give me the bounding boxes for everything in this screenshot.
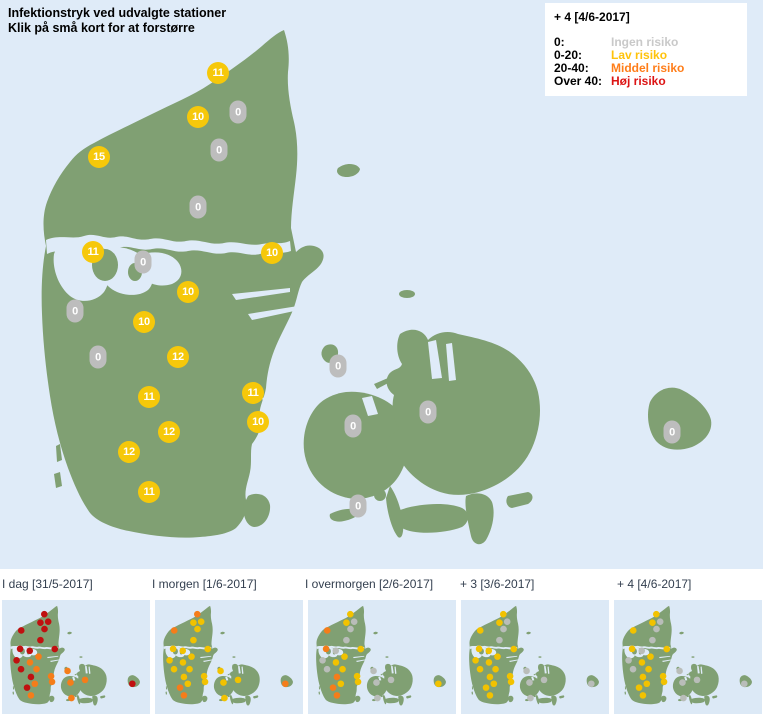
station-marker: 12 — [167, 346, 189, 368]
legend-range: 0-20: — [554, 48, 583, 62]
thumbnail-label-band: I dag [31/5-2017] I morgen [1/6-2017] I ov… — [0, 569, 763, 600]
thumbnail-label: I overmorgen [2/6-2017] — [305, 577, 434, 591]
legend-title: + 4 [4/6-2017] — [554, 10, 630, 24]
legend-risk-label: Høj risiko — [611, 74, 666, 88]
legend-range: Over 40: — [554, 74, 603, 88]
thumbnail-label: + 3 [3/6-2017] — [460, 577, 535, 591]
legend-range: 0: — [554, 35, 565, 49]
thumbnail-map-1[interactable] — [2, 600, 150, 714]
station-marker: 11 — [207, 62, 229, 84]
thumbnail-map-4[interactable] — [461, 600, 609, 714]
legend-row: 20-40: Middel risiko — [554, 62, 738, 75]
legend-risk-label: Middel risiko — [611, 61, 685, 75]
station-marker: 10 — [247, 411, 269, 433]
station-marker: 11 — [82, 241, 104, 263]
station-marker: 10 — [177, 281, 199, 303]
station-marker: 11 — [138, 386, 160, 408]
station-marker: 0 — [349, 494, 367, 518]
legend-range: 20-40: — [554, 61, 589, 75]
station-marker: 0 — [189, 195, 207, 219]
station-marker: 12 — [158, 421, 180, 443]
thumbnail-label: I morgen [1/6-2017] — [152, 577, 257, 591]
station-marker: 0 — [89, 345, 107, 369]
station-marker: 0 — [329, 354, 347, 378]
legend-rows: 0: Ingen risiko 0-20: Lav risiko 20-40: Midde… — [554, 36, 738, 88]
station-marker: 11 — [242, 382, 264, 404]
thumbnail-label: + 4 [4/6-2017] — [617, 577, 692, 591]
thumbnail-map-5[interactable] — [614, 600, 762, 714]
title-line2: Klik på små kort for at forstørre — [8, 21, 195, 35]
station-marker: 0 — [663, 420, 681, 444]
station-marker: 0 — [66, 299, 84, 323]
station-marker: 10 — [133, 311, 155, 333]
station-marker: 10 — [261, 242, 283, 264]
station-marker: 12 — [118, 441, 140, 463]
legend-risk-label: Lav risiko — [611, 48, 668, 62]
station-marker: 0 — [134, 250, 152, 274]
legend: + 4 [4/6-2017] 0: Ingen risiko 0-20: Lav ri… — [545, 3, 747, 96]
thumbnail-map-2[interactable] — [155, 600, 303, 714]
thumbnail-label: I dag [31/5-2017] — [2, 577, 93, 591]
legend-row: 0-20: Lav risiko — [554, 49, 738, 62]
title-line1: Infektionstryk ved udvalgte stationer — [8, 6, 227, 20]
station-marker: 0 — [229, 100, 247, 124]
station-marker: 15 — [88, 146, 110, 168]
station-marker: 0 — [419, 400, 437, 424]
station-marker: 0 — [210, 138, 228, 162]
station-marker: 11 — [138, 481, 160, 503]
page-title: Infektionstryk ved udvalgte stationer Kl… — [8, 6, 226, 36]
main-map: 11 0 10 0 15 0 11 0 10 10 0 10 0 12 11 11 12 10 12 11 0 0 0 0 0 … — [0, 0, 763, 569]
legend-row: Over 40: Høj risiko — [554, 75, 738, 88]
station-marker: 0 — [344, 414, 362, 438]
legend-risk-label: Ingen risiko — [611, 35, 679, 49]
station-marker: 10 — [187, 106, 209, 128]
legend-row: 0: Ingen risiko — [554, 36, 738, 49]
thumbnail-map-3[interactable] — [308, 600, 456, 714]
